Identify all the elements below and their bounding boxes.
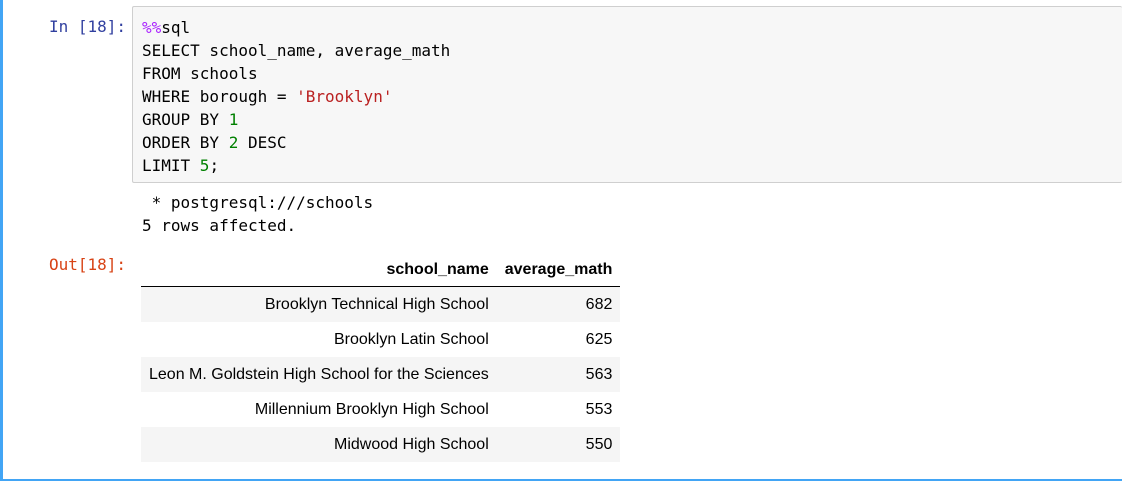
table-row: Millennium Brooklyn High School 553 xyxy=(141,392,621,427)
table-row: Leon M. Goldstein High School for the Sc… xyxy=(141,357,621,392)
code-line-1: %%sql xyxy=(142,16,1122,39)
code-text: WHERE borough = xyxy=(142,87,297,106)
input-prompt: In [18]: xyxy=(48,17,126,36)
code-text: ORDER BY xyxy=(142,133,229,152)
stdout-output: * postgresql:///schools 5 rows affected. xyxy=(142,191,373,237)
code-line-6: ORDER BY 2 DESC xyxy=(142,131,1122,154)
average-math-cell: 682 xyxy=(585,295,613,313)
average-math-cell: 553 xyxy=(585,400,613,418)
school-name-cell: Brooklyn Latin School xyxy=(333,330,489,348)
average-math-cell: 563 xyxy=(585,365,613,383)
table-row: Midwood High School 550 xyxy=(141,427,621,462)
result-table: school_name average_math Brooklyn Techni… xyxy=(141,253,621,462)
school-name-cell: Millennium Brooklyn High School xyxy=(254,400,489,418)
code-text: LIMIT xyxy=(142,156,200,175)
school-name-cell: Leon M. Goldstein High School for the Sc… xyxy=(149,365,489,383)
number-literal: 5 xyxy=(199,156,210,175)
magic-name: sql xyxy=(161,18,191,37)
code-line-3: FROM schools xyxy=(142,64,258,83)
code-line-5: GROUP BY 1 xyxy=(142,108,1122,131)
code-line-2: SELECT school_name, average_math xyxy=(142,41,451,60)
cell-bottom-border xyxy=(0,479,1122,481)
code-text: DESC xyxy=(238,133,287,152)
code-text: ; xyxy=(209,156,220,175)
school-name-cell: Midwood High School xyxy=(334,435,489,453)
number-literal: 1 xyxy=(228,110,239,129)
table-row: Brooklyn Technical High School 682 xyxy=(141,286,621,322)
connection-line: * postgresql:///schools xyxy=(142,193,374,212)
number-literal: 2 xyxy=(228,133,239,152)
average-math-cell: 625 xyxy=(585,330,613,348)
code-editor[interactable]: %%sql SELECT school_name, average_math FRO… xyxy=(132,6,1122,183)
selected-cell-indicator xyxy=(0,0,3,481)
code-text: GROUP BY xyxy=(142,110,229,129)
table-row: Brooklyn Latin School 625 xyxy=(141,322,621,357)
output-prompt: Out[18]: xyxy=(48,255,126,274)
code-line-7: LIMIT 5; xyxy=(142,154,1122,177)
code-line-4: WHERE borough = 'Brooklyn' xyxy=(142,85,1122,108)
rows-affected-line: 5 rows affected. xyxy=(142,216,297,235)
school-name-cell: Brooklyn Technical High School xyxy=(264,295,489,313)
column-header: average_math xyxy=(496,253,621,287)
string-literal: 'Brooklyn' xyxy=(296,87,393,106)
column-header: school_name xyxy=(141,253,497,287)
table-header-row: school_name average_math xyxy=(141,253,621,287)
average-math-cell: 550 xyxy=(585,435,613,453)
magic-prefix: %% xyxy=(142,18,162,37)
